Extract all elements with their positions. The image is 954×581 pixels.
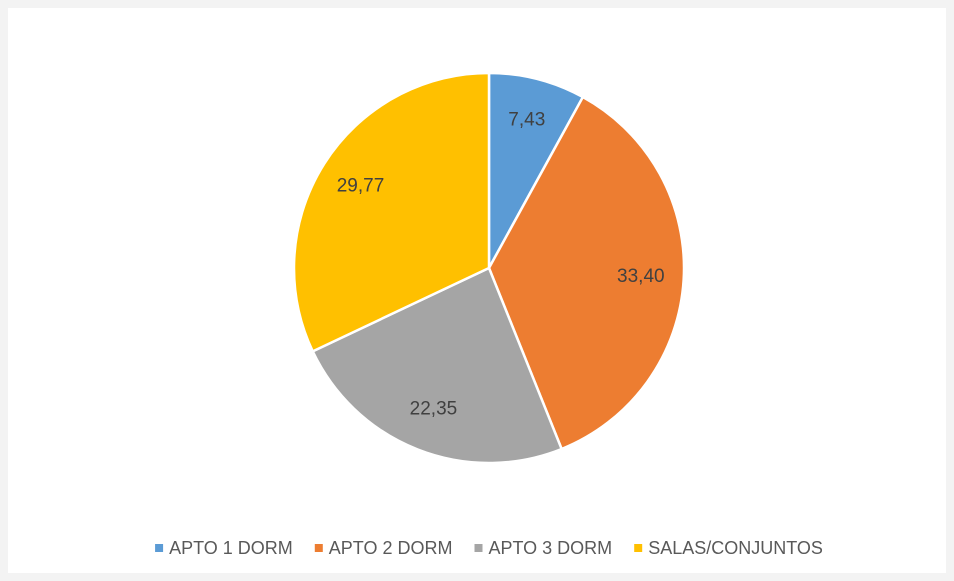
legend-label: SALAS/CONJUNTOS — [648, 538, 823, 558]
legend-swatch — [155, 544, 164, 552]
legend-swatch — [474, 544, 483, 552]
legend-label: APTO 3 DORM — [488, 538, 612, 558]
pie-slice — [311, 266, 564, 465]
data-label: 7,43 — [508, 110, 545, 131]
pie-slice — [487, 71, 585, 269]
pie-slice — [487, 95, 686, 451]
legend-label: APTO 2 DORM — [329, 538, 453, 558]
pie-slice — [292, 71, 491, 354]
data-label: 29,77 — [337, 176, 385, 197]
data-label: 22,35 — [410, 399, 458, 420]
legend-swatch — [314, 544, 323, 552]
data-label: 33,40 — [617, 266, 665, 287]
legend-swatch — [634, 544, 643, 552]
legend-label: APTO 1 DORM — [169, 538, 293, 558]
